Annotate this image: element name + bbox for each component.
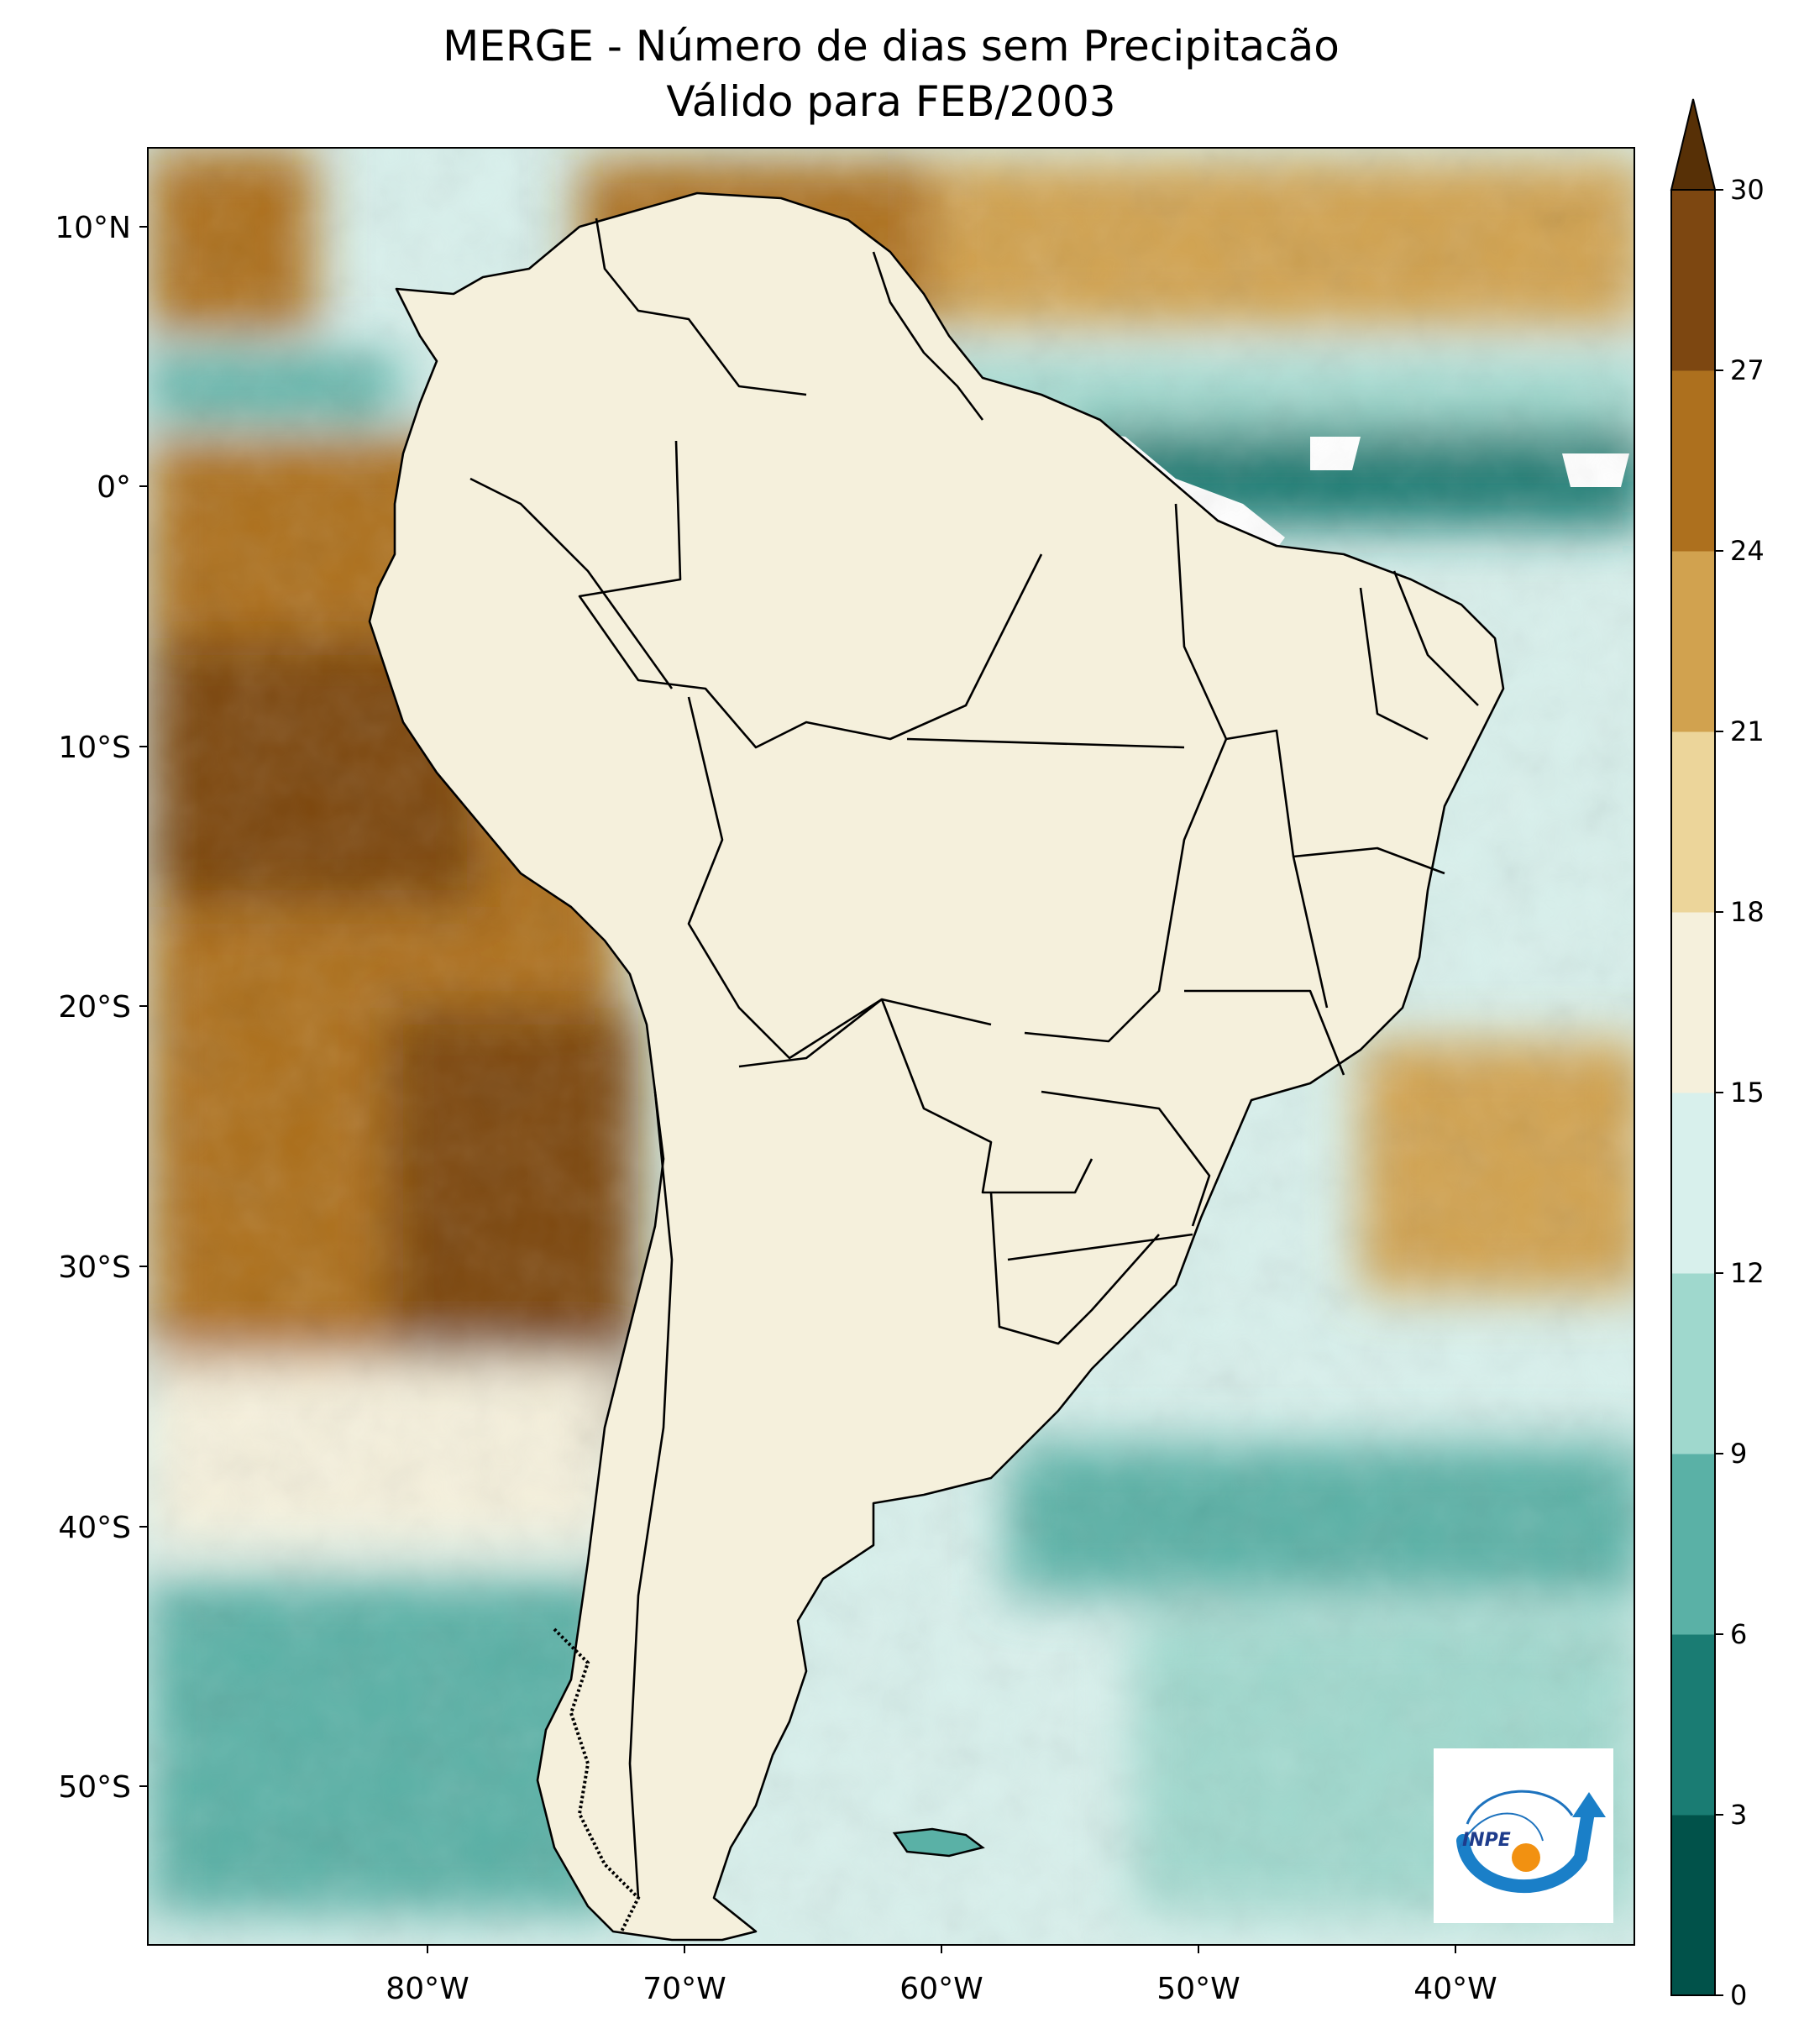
- y-tick-label: 20°S: [58, 990, 131, 1025]
- inpe-logo: INPE: [1434, 1748, 1613, 1923]
- y-tick-label: 0°: [97, 470, 131, 505]
- y-tick-label: 40°S: [58, 1511, 131, 1545]
- colorbar-tick-label: 0: [1730, 1979, 1747, 2011]
- colorbar-tick-label: 6: [1730, 1618, 1747, 1650]
- colorbar-segment: [1671, 1815, 1715, 1996]
- colorbar-segment: [1671, 551, 1715, 732]
- x-tick-label: 70°W: [642, 1972, 726, 2006]
- colorbar-segment: [1671, 370, 1715, 552]
- colorbar-segment: [1671, 1093, 1715, 1274]
- x-tick-label: 50°W: [1156, 1972, 1240, 2006]
- y-tick-label: 10°S: [58, 731, 131, 765]
- colorbar-segment: [1671, 190, 1715, 371]
- x-tick-label: 60°W: [899, 1972, 983, 2006]
- map-title: MERGE - Número de dias sem Precipitacão …: [148, 18, 1634, 129]
- country-borders: [368, 191, 1505, 1942]
- chile-fjord-coast: [553, 1627, 641, 1932]
- title-line-2: Válido para FEB/2003: [666, 77, 1116, 126]
- colorbar-segment: [1671, 1634, 1715, 1816]
- y-tick-label: 10°N: [55, 211, 131, 245]
- colorbar-tick-label: 27: [1730, 354, 1765, 386]
- colorbar-tick-label: 30: [1730, 174, 1765, 206]
- y-axis: 10°N 0° 10°S 20°S 30°S 40°S 50°S: [55, 211, 148, 1805]
- x-axis: 80°W 70°W 60°W 50°W 40°W: [385, 1945, 1497, 2006]
- colorbar-tick-label: 21: [1730, 715, 1765, 747]
- x-tick-label: 40°W: [1413, 1972, 1497, 2006]
- y-tick-label: 50°S: [58, 1770, 131, 1805]
- colorbar-segment: [1671, 731, 1715, 913]
- colorbar-tick-label: 9: [1730, 1438, 1747, 1470]
- colorbar-tick-label: 24: [1730, 535, 1765, 567]
- falkland-islands: [892, 1827, 985, 1858]
- colorbar-tick-label: 18: [1730, 896, 1765, 928]
- plot-frame: [147, 147, 1635, 1946]
- colorbar-segment: [1671, 1454, 1715, 1635]
- y-tick-label: 30°S: [58, 1250, 131, 1285]
- colorbar-segment: [1671, 912, 1715, 1093]
- colorbar-extend-arrow: [1670, 98, 1717, 191]
- colorbar: 0 3 6 9 12 15 18 21 24 27 30: [1670, 98, 1765, 2011]
- logo-text: INPE: [1462, 1830, 1511, 1851]
- title-line-1: MERGE - Número de dias sem Precipitacão: [443, 22, 1340, 71]
- colorbar-segment: [1671, 1273, 1715, 1454]
- colorbar-tick-label: 12: [1730, 1257, 1765, 1289]
- x-tick-label: 80°W: [385, 1972, 469, 2006]
- colorbar-tick-label: 15: [1730, 1077, 1765, 1108]
- colorbar-tick-label: 3: [1730, 1799, 1747, 1831]
